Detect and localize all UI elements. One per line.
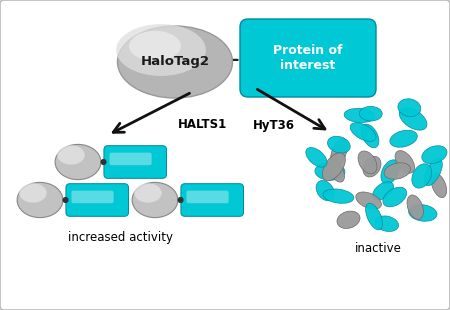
Ellipse shape (337, 211, 360, 228)
FancyBboxPatch shape (181, 184, 243, 216)
Ellipse shape (306, 148, 327, 167)
Ellipse shape (344, 108, 375, 122)
Ellipse shape (424, 158, 442, 186)
Text: Protein of
interest: Protein of interest (273, 44, 343, 72)
Ellipse shape (432, 174, 446, 197)
Ellipse shape (409, 205, 437, 221)
Ellipse shape (100, 159, 107, 165)
Ellipse shape (407, 195, 423, 219)
Ellipse shape (316, 180, 334, 201)
Ellipse shape (358, 151, 377, 174)
Ellipse shape (129, 31, 181, 61)
Ellipse shape (132, 182, 178, 218)
FancyBboxPatch shape (109, 153, 152, 165)
Ellipse shape (412, 164, 432, 188)
Ellipse shape (328, 136, 350, 153)
Ellipse shape (116, 24, 206, 76)
Ellipse shape (55, 144, 101, 179)
Ellipse shape (323, 189, 354, 203)
Ellipse shape (117, 26, 233, 98)
Text: HALTS1: HALTS1 (178, 118, 227, 131)
Ellipse shape (361, 124, 379, 148)
Text: inactive: inactive (355, 241, 401, 255)
Ellipse shape (422, 146, 447, 164)
Ellipse shape (366, 203, 382, 230)
Ellipse shape (322, 153, 345, 181)
Ellipse shape (373, 182, 394, 200)
Ellipse shape (356, 192, 382, 209)
FancyBboxPatch shape (104, 146, 166, 178)
Ellipse shape (177, 197, 184, 203)
Ellipse shape (134, 183, 162, 203)
Ellipse shape (399, 108, 427, 130)
Ellipse shape (330, 138, 347, 167)
Text: increased activity: increased activity (68, 232, 172, 245)
FancyBboxPatch shape (72, 191, 114, 203)
Ellipse shape (360, 106, 382, 121)
Ellipse shape (375, 216, 399, 232)
Ellipse shape (381, 160, 399, 184)
Ellipse shape (328, 160, 345, 182)
Ellipse shape (363, 156, 381, 177)
FancyBboxPatch shape (240, 19, 376, 97)
Ellipse shape (395, 151, 414, 173)
Ellipse shape (398, 99, 421, 117)
Ellipse shape (390, 130, 417, 147)
FancyBboxPatch shape (186, 191, 229, 203)
FancyBboxPatch shape (66, 184, 129, 216)
Ellipse shape (63, 197, 68, 203)
Ellipse shape (383, 187, 407, 207)
Ellipse shape (57, 145, 85, 165)
Ellipse shape (17, 182, 63, 218)
Ellipse shape (350, 123, 376, 141)
Text: -: - (232, 51, 240, 69)
Text: HyT36: HyT36 (253, 118, 295, 131)
Text: HaloTag2: HaloTag2 (140, 55, 210, 69)
Ellipse shape (384, 163, 410, 179)
Ellipse shape (315, 163, 345, 180)
Ellipse shape (19, 183, 47, 203)
